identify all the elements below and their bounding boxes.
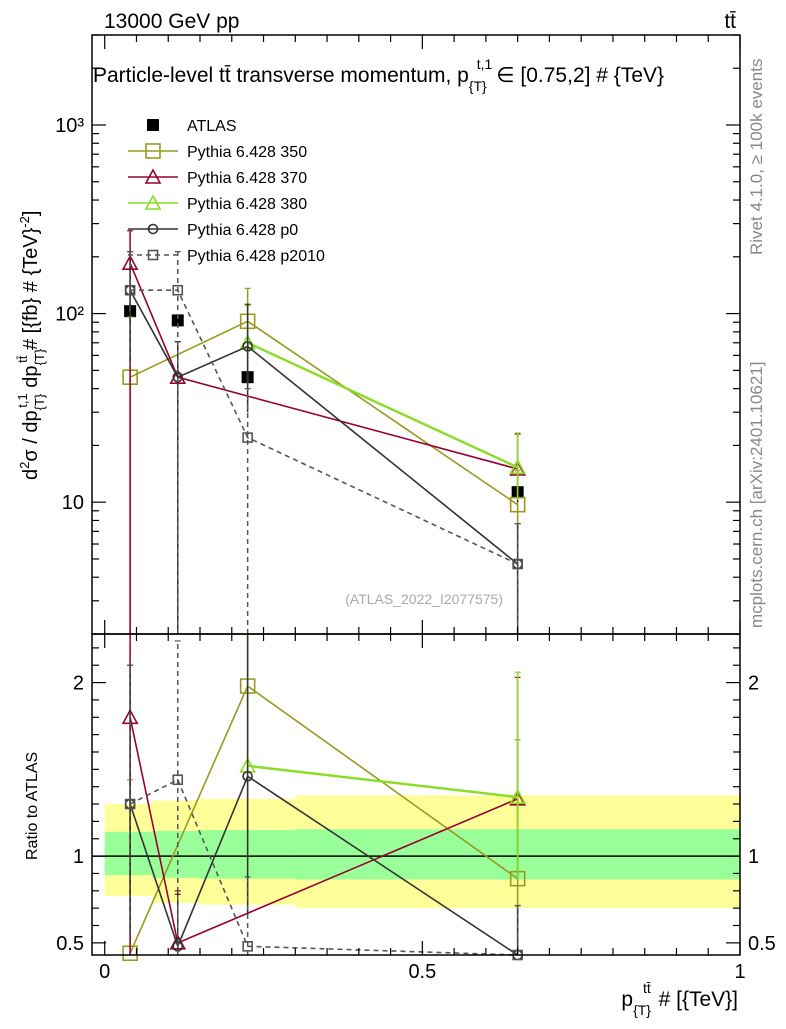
main-ytick-label-1000: 10³ (55, 115, 84, 137)
legend-marker-pythia-6-428-p0 (147, 223, 159, 235)
stat-uncertainty-band-0 (104, 831, 153, 876)
legend-label-pythia-6-428-350: Pythia 6.428 350 (187, 144, 307, 161)
main-series-pythia-6-428-350 (122, 287, 526, 634)
main-series-pythia-6-428-370 (121, 230, 526, 634)
ratio-ytick-label-right-2: 2 (748, 673, 759, 695)
ylabel-part-a: d (20, 469, 42, 480)
ylabel-part-d: # [{fb} # {TeV} (20, 227, 42, 355)
ratio-ylabel: Ratio to ATLAS (24, 752, 41, 860)
title-sup: t,1 (477, 56, 493, 72)
legend-entry-pythia-6-428-350: Pythia 6.428 350 (128, 143, 307, 161)
chart-title: Particle-level tt̄ transverse momentum, … (93, 56, 664, 94)
main-series-atlas (124, 305, 524, 499)
ratio-ytick-label-left-1: 1 (73, 846, 84, 868)
ylabel-part-d-sup: -2 (17, 216, 32, 228)
main-series-pythia-6-428-p2010 (124, 251, 523, 634)
main-point-pythia-6-428-p2010-2 (242, 432, 253, 443)
main-ytick-label-10: 10 (62, 492, 84, 514)
ylabel-part-e: ] (20, 211, 42, 217)
xlabel-part-b: # [{TeV}] (653, 988, 738, 1011)
legend-entry-pythia-6-428-370: Pythia 6.428 370 (128, 168, 307, 187)
legend-entry-pythia-6-428-380: Pythia 6.428 380 (128, 194, 307, 213)
legend: ATLAS Pythia 6.428 350 Pythia 6.428 370 Pyt… (128, 118, 325, 265)
xlabel-part-sub: {T} (633, 1002, 651, 1018)
ratio-ytick-label-right-1: 1 (748, 846, 759, 868)
rivet-version-label: Rivet 4.1.0, ≥ 100k events (747, 59, 766, 255)
ratio-point-pythia-6-428-380-1 (509, 788, 526, 804)
main-line-pythia-6-428-350 (129, 320, 519, 506)
legend-marker-pythia-6-428-370 (144, 168, 162, 184)
ratio-line-pythia-6-428-380 (247, 764, 518, 799)
ratio-point-pythia-6-428-p0-2 (242, 770, 253, 782)
ylabel-part-c: dp (20, 365, 42, 393)
ratio-point-pythia-6-428-p2010-0 (124, 798, 136, 810)
legend-label-pythia-6-428-370: Pythia 6.428 370 (187, 170, 307, 187)
xtick-label-0.5: 0.5 (408, 961, 436, 983)
ratio-point-pythia-6-428-p2010-1 (172, 774, 184, 786)
main-line-pythia-6-428-p0 (129, 289, 519, 565)
ratio-ytick-label-left-0.5: 0.5 (56, 933, 84, 955)
ylabel-part-b-sup: t,1 (15, 393, 30, 407)
xlabel-part-sup: tt̄ (643, 980, 651, 996)
ratio-line-pythia-6-428-p2010 (129, 778, 518, 956)
main-point-pythia-6-428-p2010-3 (512, 558, 523, 570)
legend-entry-atlas: ATLAS (147, 118, 237, 135)
legend-entry-pythia-6-428-p2010: Pythia 6.428 p2010 (128, 248, 325, 265)
legend-marker-pythia-6-428-380 (144, 194, 162, 210)
ylabel-part-c-sup: tt̄ (15, 355, 30, 363)
ratio-frame (91, 633, 741, 956)
xlabel: p{T} tt̄ # [{TeV}] (621, 980, 738, 1018)
title-main: Particle-level tt̄ transverse momentum, … (93, 64, 469, 87)
legend-label-pythia-6-428-380: Pythia 6.428 380 (187, 196, 307, 213)
legend-marker-pythia-6-428-350 (145, 143, 161, 159)
ratio-ytick-label-left-2: 2 (73, 673, 84, 695)
title-sub: {T} (469, 78, 487, 94)
xtick-label-0: 0 (99, 961, 110, 983)
source-label: mcplots.cern.ch [arXiv:2401.10621] (747, 362, 766, 628)
main-line-pythia-6-428-370 (129, 262, 518, 470)
ratio-line-pythia-6-428-p0 (129, 775, 519, 956)
main-point-pythia-6-428-p0-2 (242, 341, 253, 352)
legend-entry-pythia-6-428-p0: Pythia 6.428 p0 (128, 222, 298, 239)
title-tail: ∈ [0.75,2] # {TeV} (496, 64, 664, 87)
ratio-ytick-label-right-0.5: 0.5 (748, 933, 776, 955)
xlabel-part-a: p (621, 988, 633, 1011)
main-line-pythia-6-428-p2010 (130, 289, 518, 565)
legend-marker-atlas (147, 119, 159, 131)
main-series-pythia-6-428-380 (239, 305, 526, 500)
collision-label: 13000 GeV pp (104, 10, 239, 33)
main-ylabel: d2σ / dp{T}t,1 dp{T}tt̄ # [{fb} # {TeV}-… (15, 211, 47, 480)
main-point-pythia-6-428-380-1 (509, 458, 526, 475)
ylabel-part-b: σ / dp (20, 410, 42, 461)
analysis-watermark: (ATLAS_2022_I2077575) (345, 591, 503, 607)
ylabel-part-b-sub: {T} (32, 393, 47, 410)
ratio-panel: 0 0.5 10.5 0.51 12 2 (56, 633, 776, 983)
main-panel: 10 10² 10³ (55, 34, 741, 635)
legend-marker-pythia-6-428-p2010 (147, 249, 159, 261)
main-ytick-label-100: 10² (55, 304, 84, 326)
ylabel-part-a-sup: 2 (17, 462, 32, 469)
stat-uncertainty-band-1 (152, 830, 200, 878)
legend-label-pythia-6-428-p0: Pythia 6.428 p0 (187, 222, 298, 239)
process-label: tt̄ (724, 10, 736, 33)
main-point-atlas-1 (171, 314, 184, 327)
xtick-label-1: 1 (734, 961, 745, 983)
main-point-pythia-6-428-p2010-1 (172, 284, 184, 296)
legend-label-atlas: ATLAS (187, 118, 237, 135)
main-point-pythia-6-428-p2010-0 (124, 284, 136, 296)
ylabel-part-c-sub: {T} (32, 348, 47, 365)
ratio-point-pythia-6-428-p2010-2 (242, 941, 253, 952)
legend-label-pythia-6-428-p2010: Pythia 6.428 p2010 (187, 248, 325, 265)
main-line-pythia-6-428-380 (247, 341, 519, 469)
